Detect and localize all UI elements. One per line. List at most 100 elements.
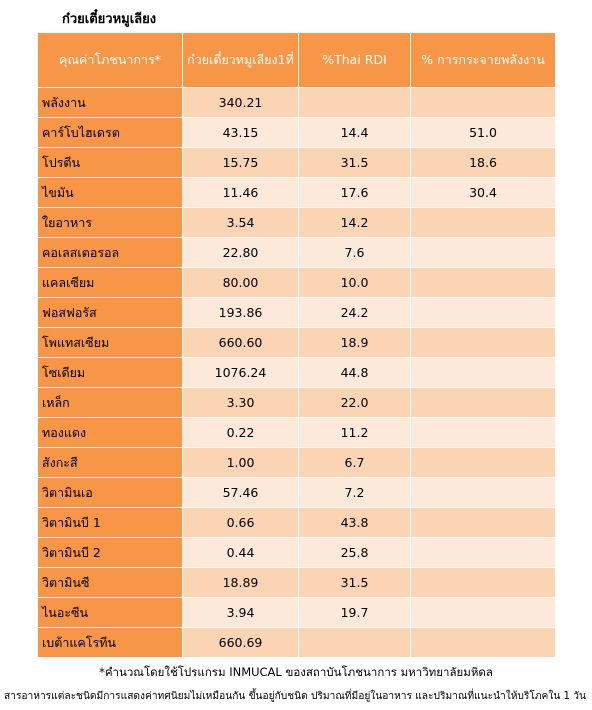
nutrient-name: โปรตีน: [37, 147, 183, 178]
value-cell: 51.0: [410, 117, 556, 148]
value-cell: 1.00: [182, 447, 299, 478]
value-cell: [410, 87, 556, 118]
value-cell: 18.9: [298, 327, 411, 358]
value-cell: [410, 357, 556, 388]
table-row: วิตามินเอ 57.46 7.2: [37, 477, 556, 508]
value-cell: 1076.24: [182, 357, 299, 388]
value-cell: 11.46: [182, 177, 299, 208]
value-cell: 0.44: [182, 537, 299, 568]
value-cell: 43.8: [298, 507, 411, 538]
value-cell: [410, 387, 556, 418]
nutrition-table: คุณค่าโภชนาการ* ก๋วยเตี๋ยวหมูเลียง1ที่ %Th…: [37, 32, 556, 658]
table-row: วิตามินบี 1 0.66 43.8: [37, 507, 556, 538]
nutrient-name: วิตามินเอ: [37, 477, 183, 508]
table-row: เหล็ก 3.30 22.0: [37, 387, 556, 418]
value-cell: 22.80: [182, 237, 299, 268]
value-cell: [410, 447, 556, 478]
nutrient-name: แคลเซียม: [37, 267, 183, 298]
value-cell: [410, 207, 556, 238]
nutrient-name: วิตามินบี 1: [37, 507, 183, 538]
value-cell: 340.21: [182, 87, 299, 118]
value-cell: 44.8: [298, 357, 411, 388]
value-cell: 31.5: [298, 147, 411, 178]
nutrient-name: ฟอสฟอรัส: [37, 297, 183, 328]
value-cell: 30.4: [410, 177, 556, 208]
value-cell: 660.69: [182, 627, 299, 658]
table-row: วิตามินบี 2 0.44 25.8: [37, 537, 556, 568]
value-cell: 15.75: [182, 147, 299, 178]
header-cell: %Thai RDI: [298, 32, 411, 88]
table-row: ไขมัน 11.46 17.6 30.4: [37, 177, 556, 208]
value-cell: [410, 537, 556, 568]
value-cell: [410, 267, 556, 298]
nutrient-name: ไขมัน: [37, 177, 183, 208]
value-cell: 14.4: [298, 117, 411, 148]
table-row: ฟอสฟอรัส 193.86 24.2: [37, 297, 556, 328]
nutrient-name: คาร์โบไฮเดรต: [37, 117, 183, 148]
value-cell: 19.7: [298, 597, 411, 628]
nutrient-name: ใยอาหาร: [37, 207, 183, 238]
nutrient-name: วิตามินซี: [37, 567, 183, 598]
nutrient-name: พลังงาน: [37, 87, 183, 118]
value-cell: [410, 327, 556, 358]
table-row: โพแทสเซียม 660.60 18.9: [37, 327, 556, 358]
value-cell: 3.54: [182, 207, 299, 238]
value-cell: 22.0: [298, 387, 411, 418]
header-cell: % การกระจายพลังงาน: [410, 32, 556, 88]
value-cell: 18.6: [410, 147, 556, 178]
title: ก๋วยเตี๋ยวหมูเลียง: [62, 12, 157, 27]
value-cell: 7.6: [298, 237, 411, 268]
header-row: คุณค่าโภชนาการ* ก๋วยเตี๋ยวหมูเลียง1ที่ %Th…: [37, 32, 556, 88]
value-cell: 43.15: [182, 117, 299, 148]
value-cell: [410, 237, 556, 268]
table-row: โซเดียม 1076.24 44.8: [37, 357, 556, 388]
value-cell: [410, 567, 556, 598]
nutrient-name: สังกะสี: [37, 447, 183, 478]
value-cell: 31.5: [298, 567, 411, 598]
value-cell: 0.66: [182, 507, 299, 538]
value-cell: 14.2: [298, 207, 411, 238]
value-cell: [410, 507, 556, 538]
value-cell: 80.00: [182, 267, 299, 298]
table-row: ใยอาหาร 3.54 14.2: [37, 207, 556, 238]
nutrient-name: โซเดียม: [37, 357, 183, 388]
nutrient-name: เหล็ก: [37, 387, 183, 418]
value-cell: 17.6: [298, 177, 411, 208]
value-cell: 3.30: [182, 387, 299, 418]
value-cell: [410, 417, 556, 448]
value-cell: 193.86: [182, 297, 299, 328]
value-cell: [410, 597, 556, 628]
header-cell: คุณค่าโภชนาการ*: [37, 32, 183, 88]
header-cell: ก๋วยเตี๋ยวหมูเลียง1ที่: [182, 32, 299, 88]
value-cell: [410, 297, 556, 328]
value-cell: 6.7: [298, 447, 411, 478]
table-row: โปรตีน 15.75 31.5 18.6: [37, 147, 556, 178]
table-row: สังกะสี 1.00 6.7: [37, 447, 556, 478]
value-cell: 24.2: [298, 297, 411, 328]
table-row: พลังงาน 340.21: [37, 87, 556, 118]
value-cell: [298, 87, 411, 118]
value-cell: 10.0: [298, 267, 411, 298]
nutrient-name: วิตามินบี 2: [37, 537, 183, 568]
nutrient-name: เบต้าแคโรทีน: [37, 627, 183, 658]
table-row: คาร์โบไฮเดรต 43.15 14.4 51.0: [37, 117, 556, 148]
value-cell: 18.89: [182, 567, 299, 598]
nutrient-name: ไนอะซีน: [37, 597, 183, 628]
nutrient-name: คอเลสเตอรอล: [37, 237, 183, 268]
table-body: พลังงาน 340.21 คาร์โบไฮเดรต 43.15 14.4 51.0 โป…: [37, 87, 556, 658]
value-cell: 11.2: [298, 417, 411, 448]
value-cell: [410, 627, 556, 658]
value-cell: 3.94: [182, 597, 299, 628]
nutrient-name: ทองแดง: [37, 417, 183, 448]
table-row: ไนอะซีน 3.94 19.7: [37, 597, 556, 628]
value-cell: 25.8: [298, 537, 411, 568]
table-row: ทองแดง 0.22 11.2: [37, 417, 556, 448]
value-cell: 57.46: [182, 477, 299, 508]
table-row: คอเลสเตอรอล 22.80 7.6: [37, 237, 556, 268]
table-row: แคลเซียม 80.00 10.0: [37, 267, 556, 298]
table-row: วิตามินซี 18.89 31.5: [37, 567, 556, 598]
value-cell: 0.22: [182, 417, 299, 448]
value-cell: [410, 477, 556, 508]
value-cell: 7.2: [298, 477, 411, 508]
